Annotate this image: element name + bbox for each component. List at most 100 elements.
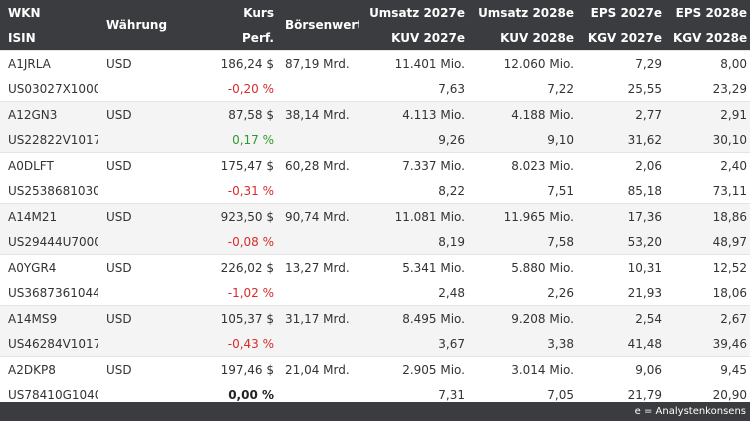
wkn-cell: A1JRLA (0, 50, 98, 76)
header-boersenwert[interactable]: Börsenwert (277, 0, 359, 51)
header-waehrung[interactable]: Währung (98, 0, 180, 51)
table-row[interactable]: A0DLFT USD 175,47 $60,28 Mrd. 7.337 Mio. 8.0… (0, 152, 750, 178)
kuv-2027-cell: 2,48 (438, 285, 465, 300)
empty-cell (277, 280, 359, 306)
kgv-2027-cell: 31,62 (577, 127, 665, 153)
table-row[interactable]: US2538681030 -0,31 % 8,22 7,51 85,18 73,11 (0, 178, 750, 204)
kurs-cell: 105,37 $ (180, 305, 277, 331)
market-cap-cell: 38,14 Mrd. (277, 101, 359, 127)
umsatz-2028-cell: 3.014 Mio. (468, 356, 577, 382)
kurs-cell: 923,50 $ (180, 203, 277, 229)
eps-2027-cell: 9,06 (577, 356, 665, 382)
footer-note: e = Analystenkonsens (0, 402, 750, 421)
kuv-2028-cell: 9,10 (468, 127, 577, 153)
header-eps-2028[interactable]: EPS 2028e (665, 0, 750, 25)
kgv-2028-cell: 18,06 (712, 285, 747, 300)
kgv-2027-cell: 53,20 (577, 229, 665, 255)
empty-cell (277, 229, 359, 255)
umsatz-2028-cell: 12.060 Mio. (468, 50, 577, 76)
perf-cell: 0,17 % (180, 127, 277, 153)
kurs-cell: 175,47 $ (180, 152, 277, 178)
kuv-2028-cell: 7,22 (547, 81, 574, 96)
umsatz-2028-cell: 8.023 Mio. (468, 152, 577, 178)
header-umsatz-2028[interactable]: Umsatz 2028e (468, 0, 577, 25)
kuv-2027-cell: 3,67 (359, 331, 468, 357)
table-row[interactable]: A0YGR4 USD 226,02 $13,27 Mrd. 5.341 Mio. 5.8… (0, 254, 750, 280)
kuv-2028-cell: 7,05 (547, 387, 574, 402)
kurs-cell: 87,58 $ (180, 101, 277, 127)
umsatz-2027-cell: 7.337 Mio. (359, 152, 468, 178)
kgv-2028-cell: 73,11 (712, 183, 747, 198)
header-kgv-2028[interactable]: KGV 2028e (665, 25, 750, 51)
eps-2027-cell: 2,54 (577, 305, 665, 331)
market-cap-cell: 87,19 Mrd. (277, 50, 359, 76)
isin-cell: US03027X1000 (8, 81, 98, 96)
umsatz-2028-cell: 5.880 Mio. (468, 254, 577, 280)
header-kgv-2027[interactable]: KGV 2027e (577, 25, 665, 51)
empty-cell (277, 127, 359, 153)
kurs-cell: 186,24 $ (180, 50, 277, 76)
table-row[interactable]: US03027X1000 -0,20 % 7,63 7,22 25,55 23,29 (0, 76, 750, 102)
header-kuv-2027[interactable]: KUV 2027e (359, 25, 468, 51)
kuv-2027-cell: 9,26 (359, 127, 468, 153)
kgv-2028-cell: 23,29 (712, 81, 747, 96)
kgv-2027-cell: 21,79 (627, 387, 662, 402)
umsatz-2028-cell: 9.208 Mio. (468, 305, 577, 331)
kgv-2027-cell: 85,18 (627, 183, 662, 198)
perf-cell: 0,00 % (228, 387, 274, 402)
umsatz-2027-cell: 11.081 Mio. (359, 203, 468, 229)
kurs-cell: 226,02 $ (180, 254, 277, 280)
table-row[interactable]: US3687361044 -1,02 % 2,48 2,26 21,93 18,06 (0, 280, 750, 306)
table-row[interactable]: A12GN3 USD 87,58 $38,14 Mrd. 4.113 Mio. 4.18… (0, 101, 750, 127)
table-row[interactable]: A14M21 USD 923,50 $90,74 Mrd. 11.081 Mio. 11… (0, 203, 750, 229)
isin-cell: US78410G1040 (8, 387, 98, 402)
eps-2028-cell: 12,52 (665, 254, 750, 280)
perf-cell: -0,43 % (180, 331, 277, 357)
market-cap-cell: 90,74 Mrd. (277, 203, 359, 229)
kuv-2027-cell: 7,31 (438, 387, 465, 402)
table-row[interactable]: US29444U7000 -0,08 % 8,19 7,58 53,20 48,97 (0, 229, 750, 255)
kuv-2028-cell: 7,51 (547, 183, 574, 198)
isin-cell: US22822V1017 (0, 127, 98, 153)
currency-cell: USD (98, 203, 180, 229)
market-cap-cell: 60,28 Mrd. (277, 152, 359, 178)
kgv-2027-cell: 21,93 (627, 285, 662, 300)
stock-table: WKN Währung Kurs Börsenwert Umsatz 2027e… (0, 0, 750, 408)
table-row[interactable]: A1JRLA USD 186,24 $87,19 Mrd. 11.401 Mio. 12… (0, 50, 750, 76)
eps-2028-cell: 2,91 (665, 101, 750, 127)
eps-2027-cell: 10,31 (577, 254, 665, 280)
wkn-cell: A0DLFT (0, 152, 98, 178)
eps-2028-cell: 2,67 (665, 305, 750, 331)
empty-cell (98, 178, 180, 204)
eps-2027-cell: 2,77 (577, 101, 665, 127)
wkn-cell: A12GN3 (0, 101, 98, 127)
eps-2028-cell: 2,40 (665, 152, 750, 178)
table-row[interactable]: US78410G1040 0,00 % 7,31 7,05 21,79 20,90 (0, 382, 750, 407)
table-row[interactable]: US46284V1017 -0,43 % 3,67 3,38 41,48 39,46 (0, 331, 750, 357)
kgv-2028-cell: 20,90 (712, 387, 747, 402)
isin-cell: US29444U7000 (0, 229, 98, 255)
header-wkn[interactable]: WKN (0, 0, 98, 25)
table-body: A1JRLA USD 186,24 $87,19 Mrd. 11.401 Mio. 12… (0, 50, 750, 408)
header-umsatz-2027[interactable]: Umsatz 2027e (359, 0, 468, 25)
empty-cell (277, 76, 359, 102)
isin-cell: US2538681030 (8, 183, 98, 198)
header-kuv-2028[interactable]: KUV 2028e (468, 25, 577, 51)
kuv-2028-cell: 3,38 (468, 331, 577, 357)
umsatz-2027-cell: 4.113 Mio. (359, 101, 468, 127)
table-row[interactable]: A2DKP8 USD 197,46 $21,04 Mrd. 2.905 Mio. 3.0… (0, 356, 750, 382)
eps-2028-cell: 8,00 (665, 50, 750, 76)
header-perf[interactable]: Perf. (180, 25, 277, 51)
header-kurs[interactable]: Kurs (180, 0, 277, 25)
table-row[interactable]: A14MS9 USD 105,37 $31,17 Mrd. 8.495 Mio. 9.2… (0, 305, 750, 331)
header-isin[interactable]: ISIN (0, 25, 98, 51)
umsatz-2028-cell: 4.188 Mio. (468, 101, 577, 127)
empty-cell (277, 331, 359, 357)
perf-cell: -0,20 % (227, 81, 274, 96)
kgv-2027-cell: 41,48 (577, 331, 665, 357)
eps-2028-cell: 18,86 (665, 203, 750, 229)
header-eps-2027[interactable]: EPS 2027e (577, 0, 665, 25)
wkn-cell: A14MS9 (0, 305, 98, 331)
table-row[interactable]: US22822V1017 0,17 % 9,26 9,10 31,62 30,10 (0, 127, 750, 153)
table-header: WKN Währung Kurs Börsenwert Umsatz 2027e… (0, 0, 750, 51)
